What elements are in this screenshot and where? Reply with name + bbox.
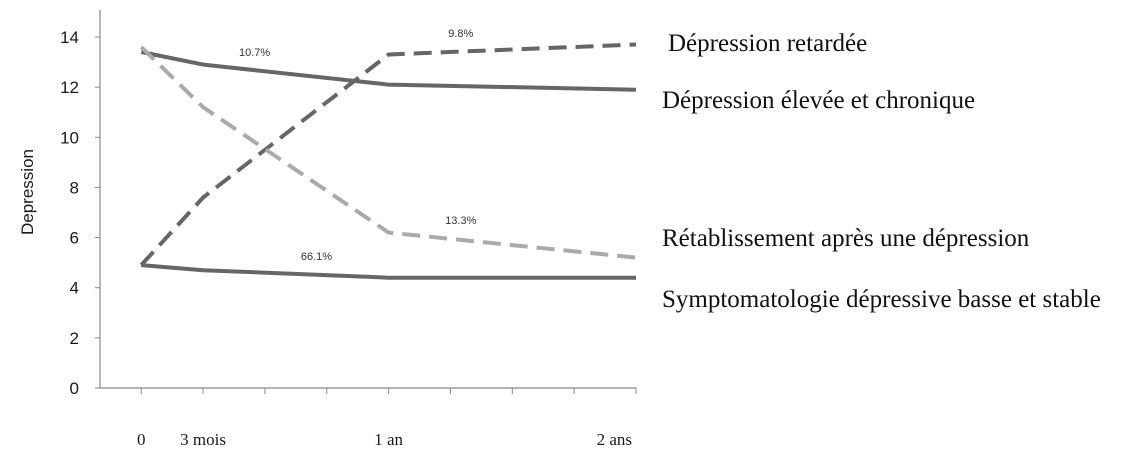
- legend-label-symptomatologie-basse-stable: Symptomatologie dépressive basse et stab…: [662, 285, 1122, 315]
- y-tick-label: 10: [60, 128, 79, 147]
- y-tick-label: 2: [70, 329, 79, 348]
- x-tick-label: 0: [137, 430, 146, 449]
- axes: [100, 10, 636, 388]
- series-line-3: [141, 265, 636, 278]
- y-axis-ticks: 0 2 4 6 8 10 12 14: [60, 28, 100, 398]
- series-line-2: [141, 47, 636, 258]
- x-axis-ticks: 0 3 mois 1 an 2 ans: [137, 388, 636, 449]
- y-tick-label: 0: [70, 379, 79, 398]
- series-lines: [141, 45, 636, 278]
- y-tick-label: 8: [70, 178, 79, 197]
- x-tick-label: 2 ans: [597, 430, 632, 449]
- percent-label-3: 66.1%: [301, 251, 332, 263]
- y-tick-label: 4: [70, 279, 79, 298]
- y-tick-label: 12: [60, 78, 79, 97]
- y-tick-label: 14: [60, 28, 79, 47]
- y-tick-label: 6: [70, 229, 79, 248]
- series-line-1: [141, 52, 636, 90]
- y-axis-title: Depression: [18, 149, 37, 235]
- x-tick-label: 1 an: [374, 430, 403, 449]
- percent-label-1: 10.7%: [239, 47, 270, 59]
- legend-label-depression-elevee-chronique: Dépression élevée et chronique: [662, 86, 975, 116]
- legend-label-retablissement: Rétablissement après une dépression: [662, 224, 1029, 254]
- percent-labels: 9.8% 10.7% 13.3% 66.1%: [239, 28, 477, 263]
- x-tick-label: 3 mois: [180, 430, 226, 449]
- percent-label-2: 13.3%: [445, 215, 476, 227]
- percent-label-0: 9.8%: [448, 28, 473, 40]
- legend-label-depression-retardee: Dépression retardée: [668, 29, 867, 59]
